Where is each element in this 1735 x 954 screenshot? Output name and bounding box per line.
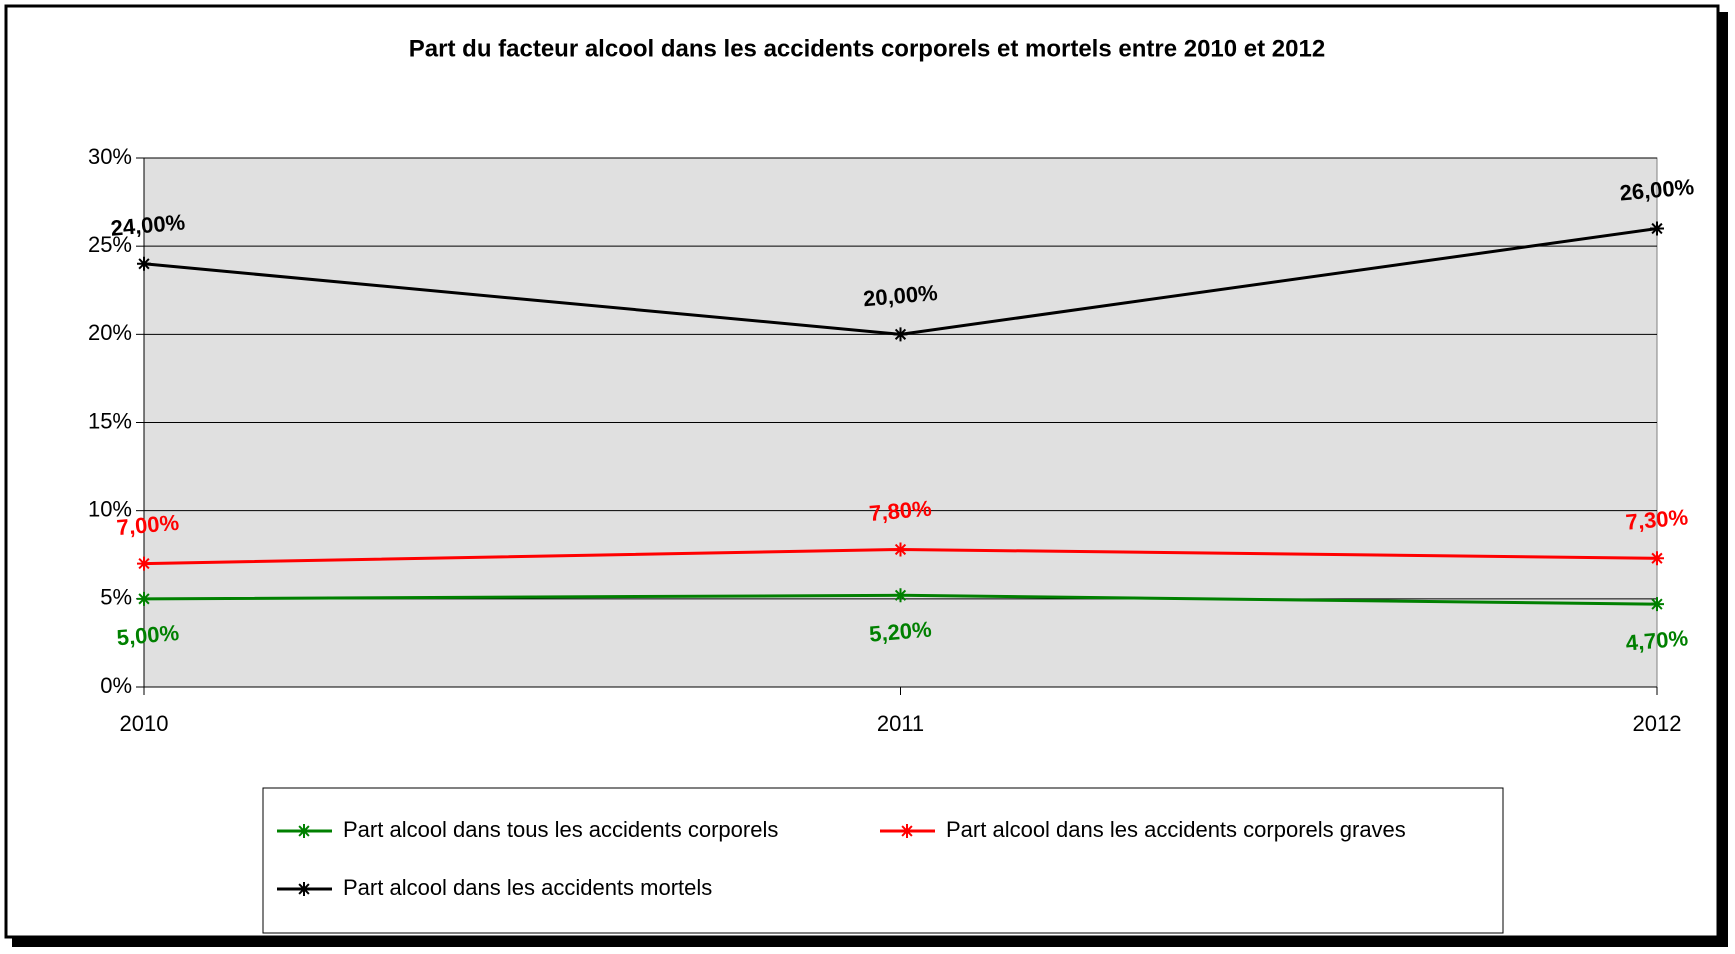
legend-label: Part alcool dans les accidents corporels…	[946, 817, 1406, 842]
y-tick-label: 5%	[100, 585, 132, 610]
data-label: 5,20%	[868, 616, 932, 646]
data-label: 7,30%	[1625, 504, 1689, 534]
legend-marker	[900, 824, 914, 838]
point-marker	[893, 588, 908, 603]
point-marker	[1650, 597, 1664, 612]
y-tick-label: 25%	[88, 232, 132, 257]
point-marker	[137, 556, 151, 571]
point-marker	[1650, 221, 1664, 236]
data-label: 7,80%	[868, 496, 932, 526]
y-tick-label: 30%	[88, 144, 132, 169]
chart-title: Part du facteur alcool dans les accident…	[409, 35, 1325, 62]
y-tick-label: 0%	[100, 673, 132, 698]
x-tick-label: 2010	[120, 711, 169, 736]
point-marker	[893, 327, 908, 342]
data-label: 7,00%	[116, 510, 180, 540]
point-marker	[893, 542, 908, 557]
point-marker	[1650, 551, 1664, 566]
data-label: 4,70%	[1625, 625, 1689, 655]
point-marker	[137, 256, 151, 271]
x-tick-label: 2011	[877, 711, 924, 736]
legend-marker	[297, 824, 311, 838]
legend-label: Part alcool dans tous les accidents corp…	[343, 817, 778, 842]
point-marker	[137, 591, 151, 606]
y-tick-label: 20%	[88, 320, 132, 345]
data-label: 5,00%	[116, 620, 180, 650]
y-tick-label: 10%	[88, 496, 132, 521]
legend-label: Part alcool dans les accidents mortels	[343, 875, 712, 900]
x-tick-label: 2012	[1633, 711, 1682, 736]
legend-box	[262, 787, 1504, 934]
legend-marker	[297, 882, 311, 896]
y-tick-label: 15%	[88, 408, 132, 433]
